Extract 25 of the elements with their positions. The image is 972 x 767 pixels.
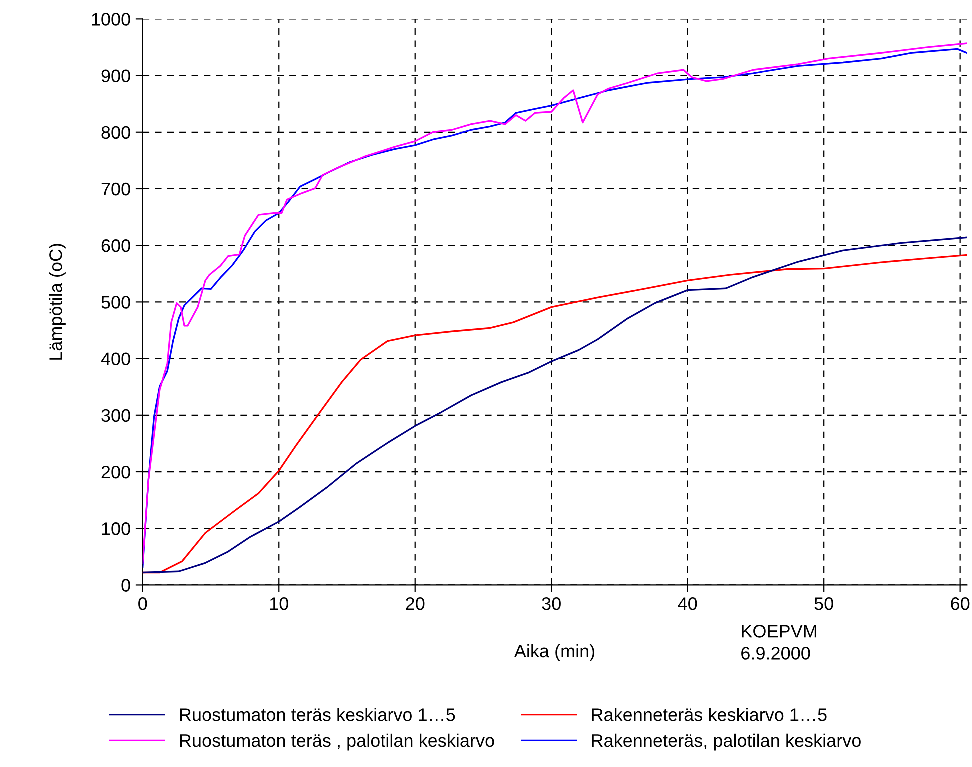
x-axis-title: Aika (min) (514, 644, 595, 662)
legend-label: Rakenneteräs keskiarvo 1…5 (592, 708, 827, 722)
x-tick-label: 20 (406, 598, 425, 610)
y-tick-label: 600 (102, 240, 130, 252)
y-axis-title: Lämpötila (oC) (49, 244, 66, 360)
text: KOEPVM 6.9.2000 (742, 625, 816, 660)
y-tick-label: 800 (102, 126, 130, 140)
x-tick-label: 50 (814, 598, 834, 610)
y-tick-label: 0 (122, 579, 130, 592)
x-tick-label: 0 (138, 598, 148, 610)
y-tick-label: 400 (101, 352, 130, 366)
y-tick-label: 700 (102, 182, 130, 196)
legend-label: Ruostumaton teräs , palotilan keskiarvo (180, 734, 494, 751)
y-tick-label: 100 (102, 522, 130, 536)
x-tick-label: 60 (951, 598, 970, 610)
x-tick-label: 30 (542, 598, 561, 610)
legend-label: Rakenneteräs, palotilan keskiarvo (592, 734, 861, 751)
y-tick-label: 500 (102, 296, 130, 309)
y-tick-label: 200 (102, 466, 130, 479)
x-tick-label: 40 (678, 598, 698, 610)
y-tick-label: 900 (102, 70, 130, 82)
y-tick-label: 300 (102, 409, 130, 422)
y-tick-label: 1000 (92, 13, 130, 26)
x-tick-label: 10 (270, 598, 288, 610)
legend-label: Ruostumaton teräs keskiarvo 1…5 (180, 708, 456, 722)
